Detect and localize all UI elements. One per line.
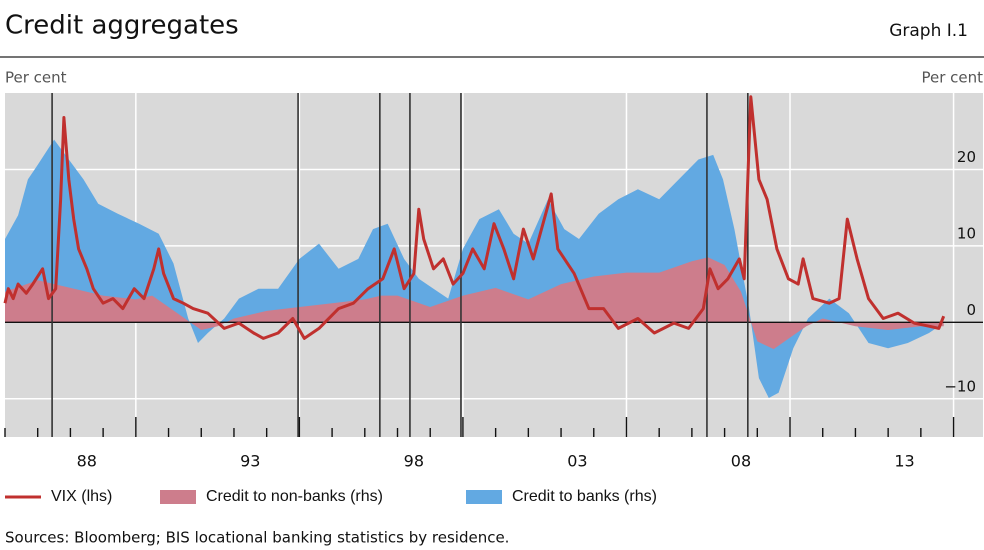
graph-label: Graph I.1 (889, 21, 968, 41)
legend-swatch (160, 490, 196, 504)
y-axis-label-left: Per cent (5, 69, 67, 87)
x-tick-label: 88 (77, 452, 97, 471)
y-tick-label: 0 (966, 301, 976, 319)
x-tick-label: 93 (240, 452, 260, 471)
source-note: Sources: Bloomberg; BIS locational banki… (5, 529, 509, 547)
y-tick-label: 20 (957, 148, 976, 166)
x-tick-label: 03 (567, 452, 587, 471)
x-tick-label: 98 (404, 452, 424, 471)
y-tick-label: −10 (944, 377, 976, 395)
area (5, 139, 944, 398)
x-tick-label: 08 (731, 452, 751, 471)
x-tick-label: 13 (894, 452, 914, 471)
legend-label: Credit to non-banks (rhs) (206, 488, 383, 505)
chart-title: Credit aggregates (5, 11, 239, 41)
legend-swatch (466, 490, 502, 504)
legend-label: Credit to banks (rhs) (512, 488, 657, 505)
y-axis-label-right: Per cent (921, 69, 983, 87)
line (3, 95, 946, 340)
y-tick-label: 10 (957, 224, 976, 242)
legend-label: VIX (lhs) (51, 488, 112, 505)
